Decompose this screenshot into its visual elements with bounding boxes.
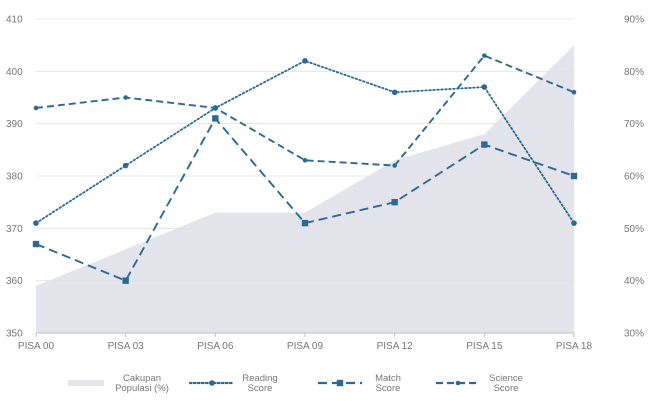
area-cakupan-populasi [36,45,574,334]
point-science-score [213,105,218,111]
y-right-tick-label: 40% [624,276,644,287]
point-science-score [123,95,128,100]
point-reading-score [33,220,39,226]
legend-label-match-score: Score [376,383,401,394]
y-right-tick-label: 80% [624,67,644,78]
legend-label-cakupan-populasi-: Populasi (%) [115,383,169,394]
x-tick-label: PISA 09 [287,341,324,352]
legend-label-science-score: Score [494,383,519,394]
point-science-score [571,89,577,95]
legend-marker-reading-score [209,380,215,386]
x-tick-label: PISA 06 [197,341,234,352]
x-tick-label: PISA 00 [18,341,55,352]
y-left-tick-label: 370 [6,224,23,235]
point-match-score [481,141,488,148]
legend-label-match-score: Match [375,373,401,384]
legend-label-cakupan-populasi-: Cakupan [123,373,161,384]
y-right-tick-label: 50% [624,224,644,235]
point-match-score [32,240,40,248]
point-reading-score [122,162,129,169]
y-right-tick-label: 90% [624,15,644,26]
y-right-tick-label: 30% [624,329,644,340]
point-match-score [301,219,309,227]
point-science-score [33,105,39,111]
y-left-tick-label: 350 [6,329,23,340]
legend-marker-science-score [455,380,461,386]
point-reading-score [481,84,488,90]
legend-label-science-score: Science [489,373,523,384]
y-left-tick-label: 410 [6,15,23,26]
legend-marker-match-score [336,379,344,387]
legend-label-reading-score: Reading [242,373,277,384]
x-tick-label: PISA 03 [108,341,145,352]
point-reading-score [391,89,398,96]
point-match-score [391,198,398,206]
x-tick-label: PISA 15 [466,341,503,352]
y-right-tick-label: 60% [624,172,644,183]
legend-label-reading-score: Score [248,383,273,394]
y-right-tick-label: 70% [624,119,644,130]
point-science-score [392,163,397,168]
y-left-tick-label: 360 [6,276,23,287]
point-match-score [122,277,129,284]
point-match-score [570,172,578,180]
point-science-score [302,158,308,163]
y-left-tick-label: 400 [6,67,23,78]
y-left-tick-label: 380 [6,172,23,183]
legend-swatch-cakupan-populasi- [68,380,104,386]
point-reading-score [571,220,577,226]
point-match-score [212,115,219,122]
point-reading-score [302,58,308,64]
y-left-tick-label: 390 [6,119,23,130]
x-tick-label: PISA 12 [377,341,414,352]
point-science-score [482,53,487,58]
x-tick-label: PISA 18 [556,341,593,352]
